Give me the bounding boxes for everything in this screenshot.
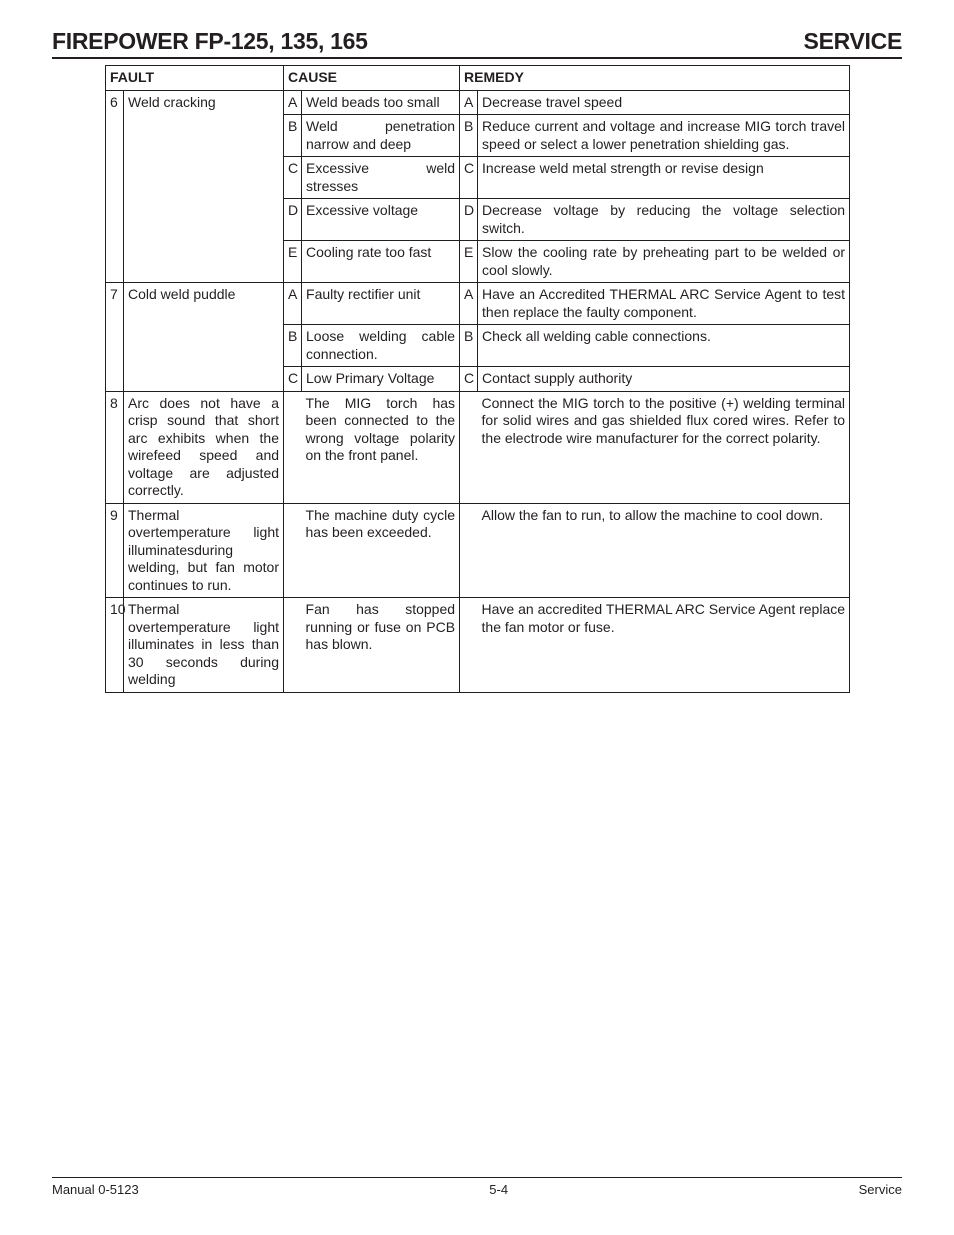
remedy-text: Connect the MIG torch to the positive (+…: [478, 391, 850, 503]
cause-letter: [284, 503, 302, 598]
remedy-text: Decrease travel speed: [478, 90, 850, 115]
cause-letter: A: [284, 90, 302, 115]
cause-text: Faulty rectifier unit: [302, 283, 460, 325]
remedy-text: Decrease voltage by reducing the voltage…: [478, 199, 850, 241]
table-header-row: FAULT CAUSE REMEDY: [106, 66, 850, 91]
footer-center: 5-4: [489, 1182, 508, 1197]
header-title-left: FIREPOWER FP-125, 135, 165: [52, 28, 368, 55]
table-row: 7Cold weld puddleAFaulty rectifier unitA…: [106, 283, 850, 325]
table-row: 6Weld crackingAWeld beads too smallADecr…: [106, 90, 850, 115]
fault-table: FAULT CAUSE REMEDY 6Weld crackingAWeld b…: [105, 65, 850, 693]
cause-letter: D: [284, 199, 302, 241]
remedy-text: Check all welding cable connections.: [478, 325, 850, 367]
cause-letter: B: [284, 325, 302, 367]
table-row: 8Arc does not have a crisp sound that sh…: [106, 391, 850, 503]
page-footer: Manual 0-5123 5-4 Service: [52, 1177, 902, 1197]
remedy-text: Have an Accredited THERMAL ARC Service A…: [478, 283, 850, 325]
fault-text: Weld cracking: [124, 90, 284, 283]
remedy-text: Slow the cooling rate by preheating part…: [478, 241, 850, 283]
cause-text: Cooling rate too fast: [302, 241, 460, 283]
remedy-letter: A: [460, 90, 478, 115]
remedy-letter: D: [460, 199, 478, 241]
remedy-letter: C: [460, 157, 478, 199]
cause-text: Excessive voltage: [302, 199, 460, 241]
header-title-right: SERVICE: [804, 28, 902, 55]
table-body: 6Weld crackingAWeld beads too smallADecr…: [106, 90, 850, 692]
remedy-text: Contact supply authority: [478, 367, 850, 392]
remedy-letter: A: [460, 283, 478, 325]
remedy-letter: B: [460, 115, 478, 157]
page: FIREPOWER FP-125, 135, 165 SERVICE FAULT…: [0, 0, 954, 1235]
cause-letter: [284, 391, 302, 503]
remedy-text: Have an accredited THERMAL ARC Service A…: [478, 598, 850, 693]
th-cause: CAUSE: [284, 66, 460, 91]
fault-number: 9: [106, 503, 124, 598]
fault-text: Thermal overtemperature light illuminate…: [124, 598, 284, 693]
remedy-letter: [460, 598, 478, 693]
fault-text: Thermal overtemperature light illuminate…: [124, 503, 284, 598]
cause-letter: C: [284, 157, 302, 199]
cause-text: Loose welding cable connection.: [302, 325, 460, 367]
remedy-letter: [460, 391, 478, 503]
cause-text: The MIG torch has been connected to the …: [302, 391, 460, 503]
cause-letter: B: [284, 115, 302, 157]
table-row: 10Thermal overtemperature light illumina…: [106, 598, 850, 693]
remedy-letter: [460, 503, 478, 598]
fault-number: 6: [106, 90, 124, 283]
remedy-text: Reduce current and voltage and increase …: [478, 115, 850, 157]
cause-text: Low Primary Voltage: [302, 367, 460, 392]
cause-text: Fan has stopped running or fuse on PCB h…: [302, 598, 460, 693]
remedy-letter: C: [460, 367, 478, 392]
cause-letter: E: [284, 241, 302, 283]
table-container: FAULT CAUSE REMEDY 6Weld crackingAWeld b…: [105, 65, 849, 693]
remedy-text: Allow the fan to run, to allow the machi…: [478, 503, 850, 598]
fault-text: Arc does not have a crisp sound that sho…: [124, 391, 284, 503]
page-header: FIREPOWER FP-125, 135, 165 SERVICE: [52, 28, 902, 59]
cause-text: The machine duty cycle has been exceeded…: [302, 503, 460, 598]
cause-text: Weld beads too small: [302, 90, 460, 115]
th-remedy: REMEDY: [460, 66, 850, 91]
th-fault: FAULT: [106, 66, 284, 91]
fault-number: 8: [106, 391, 124, 503]
cause-letter: A: [284, 283, 302, 325]
footer-left: Manual 0-5123: [52, 1182, 139, 1197]
cause-text: Excessive weld stresses: [302, 157, 460, 199]
cause-text: Weld penetration narrow and deep: [302, 115, 460, 157]
remedy-text: Increase weld metal strength or revise d…: [478, 157, 850, 199]
fault-text: Cold weld puddle: [124, 283, 284, 392]
cause-letter: [284, 598, 302, 693]
fault-number: 10: [106, 598, 124, 693]
fault-number: 7: [106, 283, 124, 392]
remedy-letter: B: [460, 325, 478, 367]
table-row: 9Thermal overtemperature light illuminat…: [106, 503, 850, 598]
remedy-letter: E: [460, 241, 478, 283]
cause-letter: C: [284, 367, 302, 392]
footer-right: Service: [859, 1182, 902, 1197]
